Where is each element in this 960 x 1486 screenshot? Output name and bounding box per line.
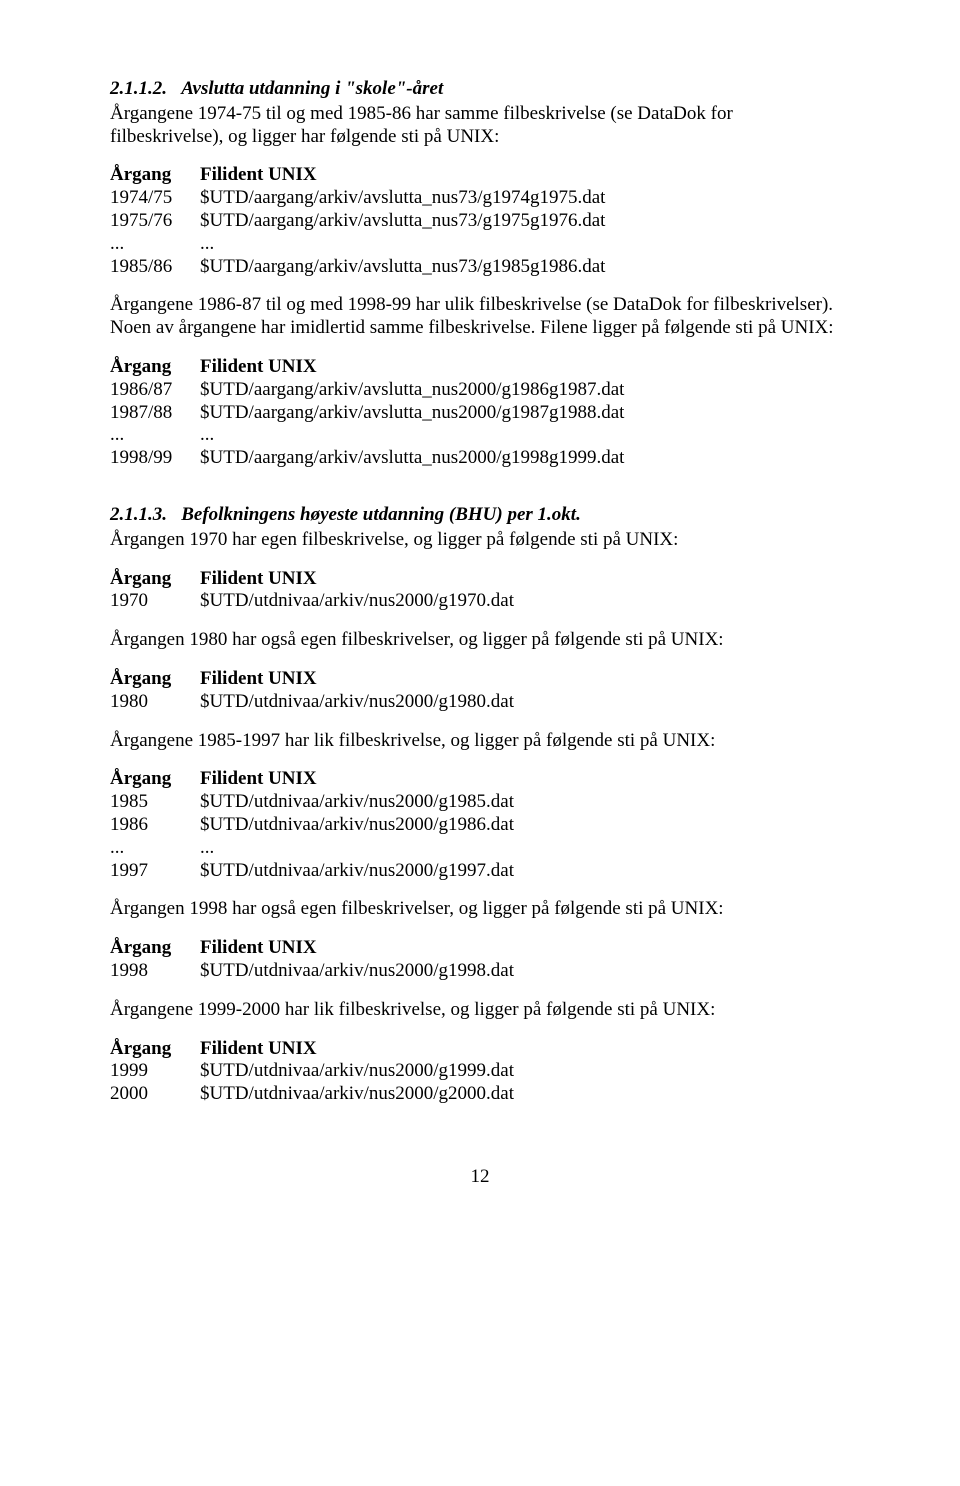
table-header-row: Årgang Filident UNIX xyxy=(110,356,624,379)
cell-year: 1975/76 xyxy=(110,210,200,233)
paragraph: Årgangene 1999-2000 har lik filbeskrivel… xyxy=(110,999,850,1022)
col-header-argang: Årgang xyxy=(110,164,171,185)
cell-ellipsis: ... xyxy=(200,424,624,447)
table-row: 1985/86 $UTD/aargang/arkiv/avslutta_nus7… xyxy=(110,256,605,279)
table-header-row: Årgang Filident UNIX xyxy=(110,164,605,187)
table-row: 1974/75 $UTD/aargang/arkiv/avslutta_nus7… xyxy=(110,187,605,210)
col-header-filident: Filident UNIX xyxy=(200,768,317,789)
cell-year: 2000 xyxy=(110,1083,200,1106)
cell-year: 1986 xyxy=(110,814,200,837)
col-header-argang: Årgang xyxy=(110,568,171,589)
intro-paragraph: Årgangene 1974-75 til og med 1985-86 har… xyxy=(110,103,850,149)
col-header-argang: Årgang xyxy=(110,768,171,789)
col-header-filident: Filident UNIX xyxy=(200,937,317,958)
file-table-1: Årgang Filident UNIX 1974/75 $UTD/aargan… xyxy=(110,164,605,278)
cell-path: $UTD/utdnivaa/arkiv/nus2000/g1970.dat xyxy=(200,590,514,613)
table-row: 1998/99 $UTD/aargang/arkiv/avslutta_nus2… xyxy=(110,447,624,470)
col-header-filident: Filident UNIX xyxy=(200,164,317,185)
cell-path: $UTD/utdnivaa/arkiv/nus2000/g2000.dat xyxy=(200,1083,514,1106)
mid-paragraph: Årgangene 1986-87 til og med 1998-99 har… xyxy=(110,294,850,340)
cell-path: $UTD/aargang/arkiv/avslutta_nus2000/g199… xyxy=(200,447,624,470)
cell-year: 1985/86 xyxy=(110,256,200,279)
table-row: 1986/87 $UTD/aargang/arkiv/avslutta_nus2… xyxy=(110,379,624,402)
cell-year: 1987/88 xyxy=(110,402,200,425)
cell-path: $UTD/utdnivaa/arkiv/nus2000/g1980.dat xyxy=(200,691,514,714)
cell-ellipsis: ... xyxy=(110,233,200,256)
col-header-argang: Årgang xyxy=(110,937,171,958)
cell-path: $UTD/aargang/arkiv/avslutta_nus73/g1985g… xyxy=(200,256,605,279)
col-header-filident: Filident UNIX xyxy=(200,356,317,377)
col-header-filident: Filident UNIX xyxy=(200,668,317,689)
table-row: ... ... xyxy=(110,424,624,447)
table-row: 1997 $UTD/utdnivaa/arkiv/nus2000/g1997.d… xyxy=(110,860,514,883)
table-row: ... ... xyxy=(110,233,605,256)
table-header-row: Årgang Filident UNIX xyxy=(110,768,514,791)
col-header-argang: Årgang xyxy=(110,356,171,377)
cell-year: 1997 xyxy=(110,860,200,883)
cell-path: $UTD/aargang/arkiv/avslutta_nus73/g1975g… xyxy=(200,210,605,233)
table-row: 1975/76 $UTD/aargang/arkiv/avslutta_nus7… xyxy=(110,210,605,233)
table-header-row: Årgang Filident UNIX xyxy=(110,668,514,691)
col-header-argang: Årgang xyxy=(110,1038,171,1059)
table-row: 1987/88 $UTD/aargang/arkiv/avslutta_nus2… xyxy=(110,402,624,425)
cell-path: $UTD/utdnivaa/arkiv/nus2000/g1997.dat xyxy=(200,860,514,883)
table-row: 1985 $UTD/utdnivaa/arkiv/nus2000/g1985.d… xyxy=(110,791,514,814)
table-row: 1998 $UTD/utdnivaa/arkiv/nus2000/g1998.d… xyxy=(110,960,514,983)
heading-text: Avslutta utdanning i "skole"-året xyxy=(181,78,443,99)
table-row: 2000 $UTD/utdnivaa/arkiv/nus2000/g2000.d… xyxy=(110,1083,514,1106)
cell-year: 1970 xyxy=(110,590,200,613)
heading-text: Befolkningens høyeste utdanning (BHU) pe… xyxy=(181,504,581,525)
table-header-row: Årgang Filident UNIX xyxy=(110,1038,514,1061)
col-header-filident: Filident UNIX xyxy=(200,1038,317,1059)
file-table-1985-1997: Årgang Filident UNIX 1985 $UTD/utdnivaa/… xyxy=(110,768,514,882)
cell-year: 1974/75 xyxy=(110,187,200,210)
paragraph: Årgangen 1980 har også egen filbeskrivel… xyxy=(110,629,850,652)
table-header-row: Årgang Filident UNIX xyxy=(110,937,514,960)
cell-year: 1999 xyxy=(110,1060,200,1083)
table-row: 1999 $UTD/utdnivaa/arkiv/nus2000/g1999.d… xyxy=(110,1060,514,1083)
section-heading-2112: 2.1.1.2. Avslutta utdanning i "skole"-år… xyxy=(110,78,850,101)
cell-path: $UTD/aargang/arkiv/avslutta_nus2000/g198… xyxy=(200,402,624,425)
file-table-2: Årgang Filident UNIX 1986/87 $UTD/aargan… xyxy=(110,356,624,470)
cell-path: $UTD/utdnivaa/arkiv/nus2000/g1985.dat xyxy=(200,791,514,814)
file-table-1999-2000: Årgang Filident UNIX 1999 $UTD/utdnivaa/… xyxy=(110,1038,514,1106)
cell-year: 1998 xyxy=(110,960,200,983)
cell-path: $UTD/aargang/arkiv/avslutta_nus73/g1974g… xyxy=(200,187,605,210)
paragraph: Årgangen 1970 har egen filbeskrivelse, o… xyxy=(110,529,850,552)
cell-year: 1985 xyxy=(110,791,200,814)
file-table-1980: Årgang Filident UNIX 1980 $UTD/utdnivaa/… xyxy=(110,668,514,714)
cell-year: 1998/99 xyxy=(110,447,200,470)
cell-ellipsis: ... xyxy=(200,233,605,256)
col-header-argang: Årgang xyxy=(110,668,171,689)
table-row: 1970 $UTD/utdnivaa/arkiv/nus2000/g1970.d… xyxy=(110,590,514,613)
cell-ellipsis: ... xyxy=(110,424,200,447)
cell-ellipsis: ... xyxy=(110,837,200,860)
table-row: ... ... xyxy=(110,837,514,860)
page-number: 12 xyxy=(110,1166,850,1189)
cell-path: $UTD/utdnivaa/arkiv/nus2000/g1986.dat xyxy=(200,814,514,837)
table-header-row: Årgang Filident UNIX xyxy=(110,568,514,591)
file-table-1998: Årgang Filident UNIX 1998 $UTD/utdnivaa/… xyxy=(110,937,514,983)
file-table-1970: Årgang Filident UNIX 1970 $UTD/utdnivaa/… xyxy=(110,568,514,614)
paragraph: Årgangene 1985-1997 har lik filbeskrivel… xyxy=(110,730,850,753)
section-heading-2113: 2.1.1.3. Befolkningens høyeste utdanning… xyxy=(110,504,850,527)
paragraph: Årgangen 1998 har også egen filbeskrivel… xyxy=(110,898,850,921)
cell-year: 1980 xyxy=(110,691,200,714)
table-row: 1980 $UTD/utdnivaa/arkiv/nus2000/g1980.d… xyxy=(110,691,514,714)
table-row: 1986 $UTD/utdnivaa/arkiv/nus2000/g1986.d… xyxy=(110,814,514,837)
cell-year: 1986/87 xyxy=(110,379,200,402)
cell-path: $UTD/utdnivaa/arkiv/nus2000/g1998.dat xyxy=(200,960,514,983)
heading-number: 2.1.1.3. xyxy=(110,504,167,525)
cell-path: $UTD/aargang/arkiv/avslutta_nus2000/g198… xyxy=(200,379,624,402)
col-header-filident: Filident UNIX xyxy=(200,568,317,589)
cell-ellipsis: ... xyxy=(200,837,514,860)
cell-path: $UTD/utdnivaa/arkiv/nus2000/g1999.dat xyxy=(200,1060,514,1083)
heading-number: 2.1.1.2. xyxy=(110,78,167,99)
